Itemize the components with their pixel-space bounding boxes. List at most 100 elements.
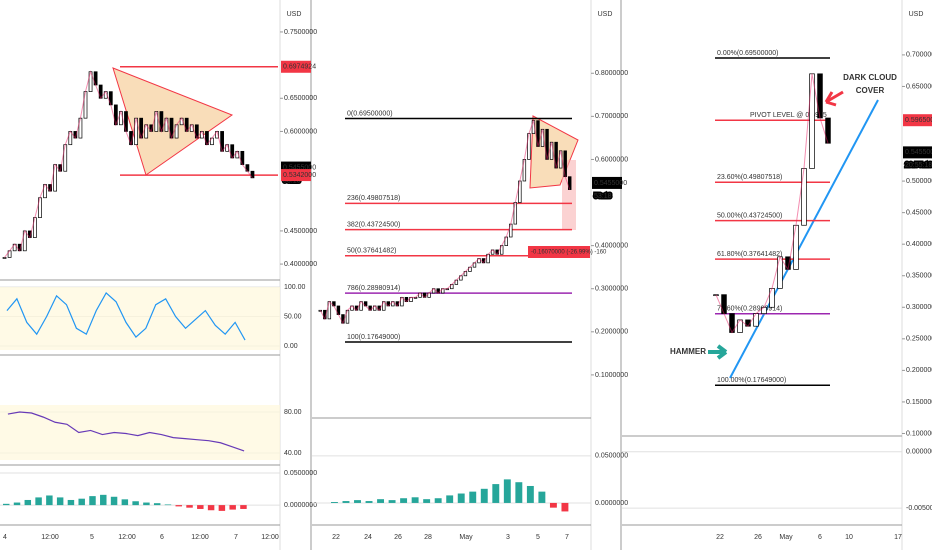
x-tick-label: 7 xyxy=(234,534,238,541)
y-tick-label: 0.1000000 xyxy=(595,372,628,379)
histogram-bar xyxy=(342,501,350,503)
price-tag-label: 0.6974924 xyxy=(283,64,316,71)
histogram-bar xyxy=(175,505,182,507)
histogram-bar xyxy=(469,491,477,503)
y-tick-label: 0.3000000 xyxy=(906,304,932,311)
x-tick-label: 12:00 xyxy=(41,534,59,541)
measure-tag xyxy=(528,246,590,258)
price-tag-label: 0.5455000 xyxy=(905,149,932,156)
histogram-bar xyxy=(218,505,226,511)
level-label: 100(0.17649000) xyxy=(347,334,400,341)
level-label: 236(0.49807518) xyxy=(347,195,400,202)
band xyxy=(0,287,280,350)
level-label: 23.60%(0.49807518) xyxy=(717,174,782,181)
y-tick-label: 50.00 xyxy=(284,313,302,320)
price-tag-label: 0.5965000 xyxy=(905,117,932,124)
x-tick-label: 22 xyxy=(716,534,724,541)
oscillator-line xyxy=(6,291,246,341)
candle xyxy=(568,176,572,190)
level-label: 100.00%(0.17649000) xyxy=(717,377,786,384)
histogram-bar xyxy=(229,505,236,510)
level-label: 0.00%(0.69500000) xyxy=(717,50,779,57)
axis-unit: USD xyxy=(909,11,924,18)
x-tick-label: 12:00 xyxy=(191,534,209,541)
histogram-bar xyxy=(13,502,21,506)
x-tick-label: 17 xyxy=(894,534,902,541)
axis-unit: USD xyxy=(287,11,302,18)
x-tick-label: 24 xyxy=(364,534,372,541)
x-tick-label: 3 xyxy=(506,534,510,541)
y-tick-label: 100.00 xyxy=(284,284,306,291)
histogram-bar xyxy=(100,494,107,506)
x-tick-label: 4 xyxy=(3,534,7,541)
histogram-bar xyxy=(153,503,161,506)
y-tick-label: 0.00 xyxy=(284,343,298,350)
y-tick-label: 80.00 xyxy=(284,409,302,416)
y-tick-label: -0.0050000 xyxy=(906,505,932,512)
histogram-bar xyxy=(480,488,488,503)
histogram-bar xyxy=(354,500,361,503)
price-tag xyxy=(281,60,311,73)
histogram-bar xyxy=(143,502,150,506)
candle xyxy=(2,257,7,259)
histogram-bar xyxy=(186,505,193,508)
y-tick-label: 0.2500000 xyxy=(906,336,932,343)
level-label: 61.80%(0.37641482) xyxy=(717,251,782,258)
y-tick-label: 0.7500000 xyxy=(284,29,317,36)
price-tag-label: 0.5455000 xyxy=(594,180,627,187)
histogram-bar xyxy=(492,484,500,503)
y-tick-label: 40.00 xyxy=(284,450,302,457)
price-tag xyxy=(592,176,622,189)
price-line xyxy=(715,73,829,334)
histogram-bar xyxy=(549,502,557,508)
trendline xyxy=(729,99,879,379)
histogram-bar xyxy=(110,496,118,506)
price-tag-label: 0.5455000 xyxy=(283,164,316,171)
histogram-bar xyxy=(388,500,396,503)
histogram-bar xyxy=(526,485,534,503)
price-tag xyxy=(903,114,932,127)
y-tick-label: 0.0500000 xyxy=(284,470,317,477)
histogram-bar xyxy=(78,498,85,506)
x-tick-label: 6 xyxy=(818,534,822,541)
x-tick-label: 26 xyxy=(754,534,762,541)
histogram-bar xyxy=(24,499,32,506)
histogram-bar xyxy=(132,501,139,506)
countdown: 53:18 xyxy=(594,193,612,200)
annotation: COVER xyxy=(856,86,885,95)
y-tick-label: 0.0000000 xyxy=(284,502,317,509)
histogram-bar xyxy=(365,501,373,503)
histogram-bar xyxy=(164,504,172,506)
histogram-bar xyxy=(434,498,442,503)
y-tick-label: 0.6500000 xyxy=(906,83,932,90)
histogram-bar xyxy=(561,502,569,512)
histogram-bar xyxy=(538,491,546,503)
y-tick-label: 0.0500000 xyxy=(595,453,628,460)
level-label: 786(0.28980914) xyxy=(347,285,400,292)
histogram-bar xyxy=(46,495,53,506)
y-tick-label: 0.7000000 xyxy=(906,52,932,59)
x-tick-label: 28 xyxy=(424,534,432,541)
arrow xyxy=(708,344,728,360)
histogram-bar xyxy=(503,479,511,503)
y-tick-label: 0.8000000 xyxy=(595,70,628,77)
band xyxy=(0,405,280,460)
histogram-bar xyxy=(3,503,10,506)
histogram-bar xyxy=(423,499,431,503)
histogram-bar xyxy=(411,497,419,503)
histogram-bar xyxy=(89,496,96,506)
y-tick-label: 0.4000000 xyxy=(284,261,317,268)
measure-label: -0.16070000 (-26.99%) -160 xyxy=(531,250,607,256)
histogram-bar xyxy=(121,499,129,506)
histogram-bar xyxy=(515,482,523,503)
y-tick-label: 0.3000000 xyxy=(595,286,628,293)
level-label: 50.00%(0.43724500) xyxy=(717,213,782,220)
y-tick-label: 0.4500000 xyxy=(906,209,932,216)
y-tick-label: 0.4500000 xyxy=(284,228,317,235)
annotation: HAMMER xyxy=(670,347,706,356)
histogram-bar xyxy=(67,499,75,506)
price-line xyxy=(4,70,253,258)
level-label: 382(0.43724500) xyxy=(347,221,400,228)
